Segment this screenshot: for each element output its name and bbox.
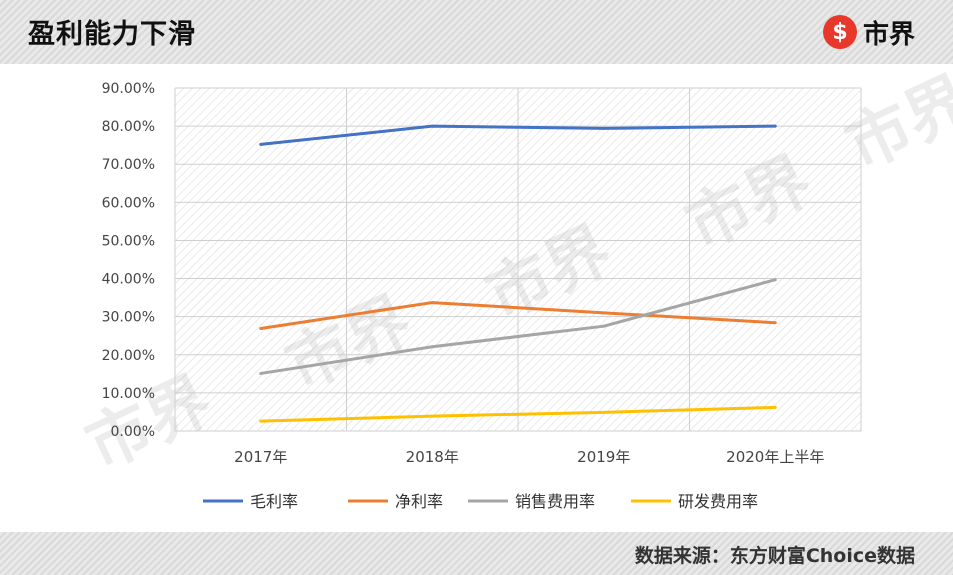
data-point: [259, 326, 263, 330]
data-point: [602, 311, 606, 315]
y-tick-label: 70.00%: [102, 157, 155, 173]
data-point: [773, 405, 777, 409]
y-tick-label: 40.00%: [102, 272, 155, 288]
data-point: [259, 142, 263, 146]
legend: 毛利率 净利率 销售费用率 研发费用率: [203, 492, 758, 511]
data-point: [430, 301, 434, 305]
x-tick-label: 2019年: [577, 448, 630, 466]
data-source: 数据来源：东方财富Choice数据: [634, 545, 915, 567]
y-tick-label: 30.00%: [102, 310, 155, 326]
data-point: [602, 410, 606, 414]
x-tick-label: 2020年上半年: [726, 448, 824, 466]
y-tick-label: 80.00%: [102, 119, 155, 135]
y-tick-label: 60.00%: [102, 195, 155, 211]
data-point: [773, 321, 777, 325]
y-tick-label: 50.00%: [102, 233, 155, 249]
x-axis-ticks: 2017年 2018年 2019年 2020年上半年: [234, 448, 824, 466]
y-tick-label: 20.00%: [102, 348, 155, 364]
y-tick-label: 90.00%: [102, 81, 155, 97]
footer-bar: 数据来源：东方财富Choice数据: [0, 532, 953, 575]
gridlines: [174, 87, 862, 432]
series-line-2: [260, 278, 776, 375]
x-tick-label: 2017年: [234, 448, 287, 466]
legend-label: 毛利率: [250, 492, 298, 511]
series-line-1: [260, 301, 776, 330]
data-point: [602, 324, 606, 328]
data-point: [773, 278, 777, 282]
legend-label: 销售费用率: [515, 492, 595, 511]
y-tick-label: 0.00%: [111, 424, 155, 440]
series-line-3: [260, 405, 776, 423]
brand-logo-text: 市界: [862, 19, 915, 50]
data-point: [602, 126, 606, 130]
page-title: 盈利能力下滑: [28, 19, 196, 50]
data-point: [773, 124, 777, 128]
y-tick-label: 10.00%: [102, 386, 155, 402]
legend-label: 净利率: [395, 492, 443, 511]
data-point: [259, 371, 263, 375]
data-point: [430, 124, 434, 128]
brand-logo-icon: $: [822, 15, 857, 49]
x-tick-label: 2018年: [406, 448, 459, 466]
data-point: [430, 414, 434, 418]
header-bar: 盈利能力下滑 $ 市界: [0, 0, 953, 64]
data-point: [259, 419, 263, 423]
brand-logo: $ 市界: [822, 14, 915, 50]
data-point: [430, 345, 434, 349]
y-axis-ticks: 0.00% 10.00% 20.00% 30.00% 40.00% 50.00% 60.00…: [102, 81, 155, 440]
series-line-0: [260, 124, 776, 146]
series-layer: [259, 124, 777, 423]
legend-label: 研发费用率: [678, 492, 758, 511]
